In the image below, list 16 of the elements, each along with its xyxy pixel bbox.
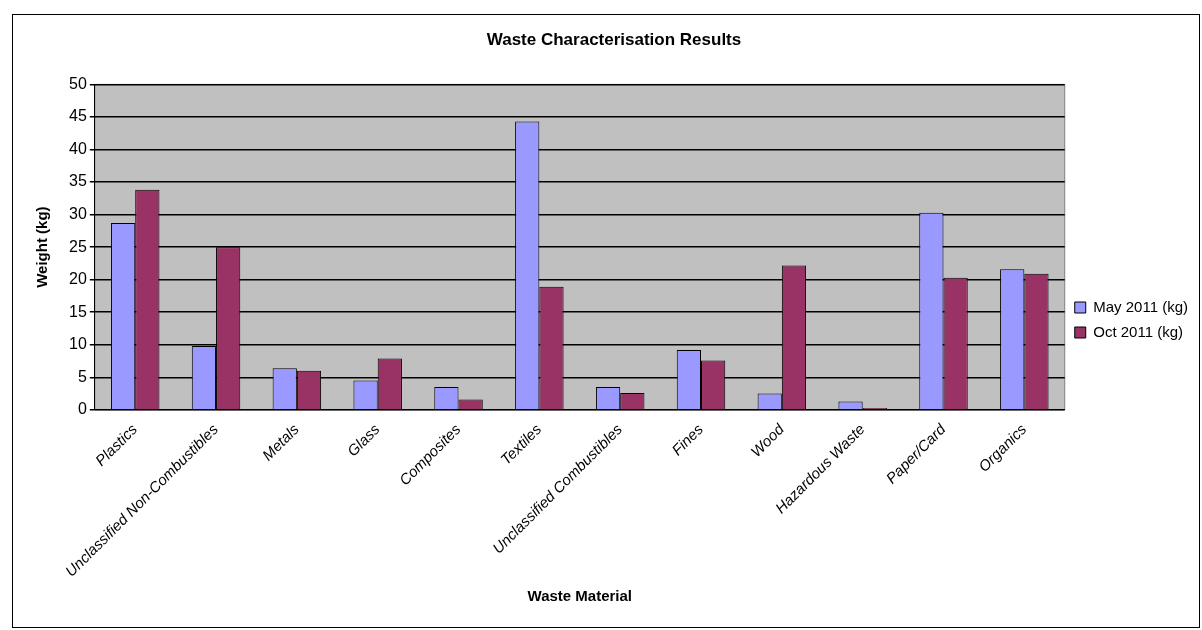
y-tick-label: 20 bbox=[69, 270, 87, 288]
y-tick-label: 10 bbox=[69, 335, 87, 353]
y-tick-label: 0 bbox=[77, 400, 87, 418]
y-tick-label: 25 bbox=[69, 237, 87, 255]
y-tick-label: 30 bbox=[69, 205, 87, 223]
y-tick-label: 15 bbox=[69, 302, 87, 320]
chart-title: Waste Characterisation Results bbox=[486, 29, 742, 49]
y-tick-label: 45 bbox=[69, 107, 87, 125]
y-tick-label: 40 bbox=[69, 139, 87, 157]
y-tick-label: 50 bbox=[69, 74, 87, 92]
legend-label: May 2011 (kg) bbox=[1093, 297, 1188, 315]
y-tick-label: 5 bbox=[77, 367, 87, 385]
x-axis-title: Waste Material bbox=[527, 587, 633, 605]
y-tick-label: 35 bbox=[69, 172, 87, 190]
legend-label: Oct 2011 (kg) bbox=[1093, 322, 1183, 340]
y-axis-title: Weight (kg) bbox=[33, 206, 51, 288]
